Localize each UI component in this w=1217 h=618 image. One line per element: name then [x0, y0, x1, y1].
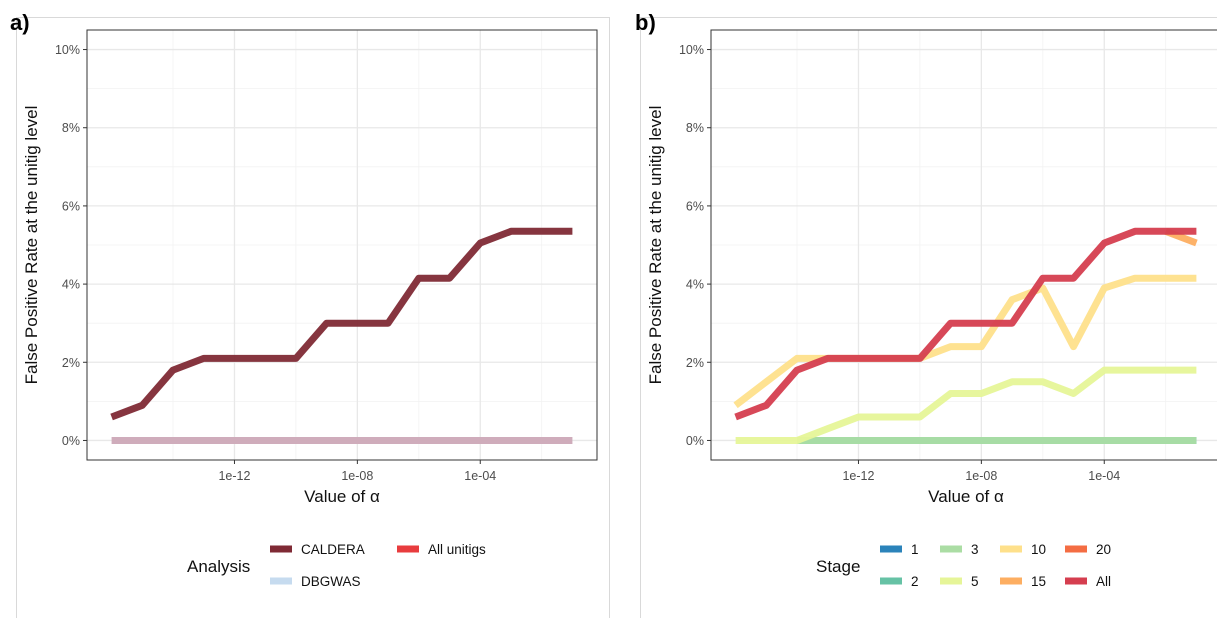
b-plot-border: [710, 29, 1217, 461]
b-legend-label: 3: [971, 542, 979, 557]
a-x-tick-label: 1e-08: [341, 469, 373, 483]
a-y-tick-label: 0%: [62, 434, 80, 448]
b-y-tick-label: 2%: [686, 356, 704, 370]
a-legend-label: All unitigs: [428, 542, 486, 557]
b-series-line-10: [733, 274, 1197, 409]
b-y-tick-label: 6%: [686, 199, 704, 213]
a-y-tick-label: 10%: [55, 43, 80, 57]
b-legend-label: All: [1096, 574, 1111, 589]
b-legend-label: 15: [1031, 574, 1046, 589]
a-plot-border: [86, 29, 598, 461]
b-y-tick-label: 4%: [686, 278, 704, 292]
a-y-tick-label: 6%: [62, 199, 80, 213]
b-y-tick-label: 8%: [686, 121, 704, 135]
a-x-tick-label: 1e-12: [218, 469, 250, 483]
a-x-tick-label: 1e-04: [464, 469, 496, 483]
a-legend-title: Analysis: [187, 557, 250, 576]
b-x-tick-label: 1e-12: [842, 469, 874, 483]
b-series-line-5: [735, 366, 1197, 444]
b-y-tick-label: 10%: [679, 43, 704, 57]
b-legend-title: Stage: [816, 557, 860, 576]
b-x-axis-title: Value of α: [928, 487, 1004, 506]
a-y-tick-label: 2%: [62, 356, 80, 370]
b-series-line-all: [734, 227, 1197, 421]
a-legend-label: DBGWAS: [301, 574, 361, 589]
a-legend-label: CALDERA: [301, 542, 365, 557]
b-legend-label: 20: [1096, 542, 1111, 557]
panel-a-frame: [16, 17, 610, 618]
a-x-axis-title: Value of α: [304, 487, 380, 506]
b-y-axis-title: False Positive Rate at the unitig level: [646, 106, 665, 385]
b-y-tick-label: 0%: [686, 434, 704, 448]
b-legend-label: 2: [911, 574, 919, 589]
a-y-tick-label: 8%: [62, 121, 80, 135]
b-legend-label: 1: [911, 542, 919, 557]
b-legend-label: 10: [1031, 542, 1046, 557]
a-y-tick-label: 4%: [62, 278, 80, 292]
b-x-tick-label: 1e-08: [965, 469, 997, 483]
a-y-axis-title: False Positive Rate at the unitig level: [22, 106, 41, 385]
b-legend-label: 5: [971, 574, 979, 589]
a-series-line-caldera: [110, 227, 573, 421]
panel-a-label: a): [10, 10, 30, 35]
panel-b-label: b): [635, 10, 656, 35]
b-x-tick-label: 1e-04: [1088, 469, 1120, 483]
panel-b-frame: [640, 17, 1217, 618]
